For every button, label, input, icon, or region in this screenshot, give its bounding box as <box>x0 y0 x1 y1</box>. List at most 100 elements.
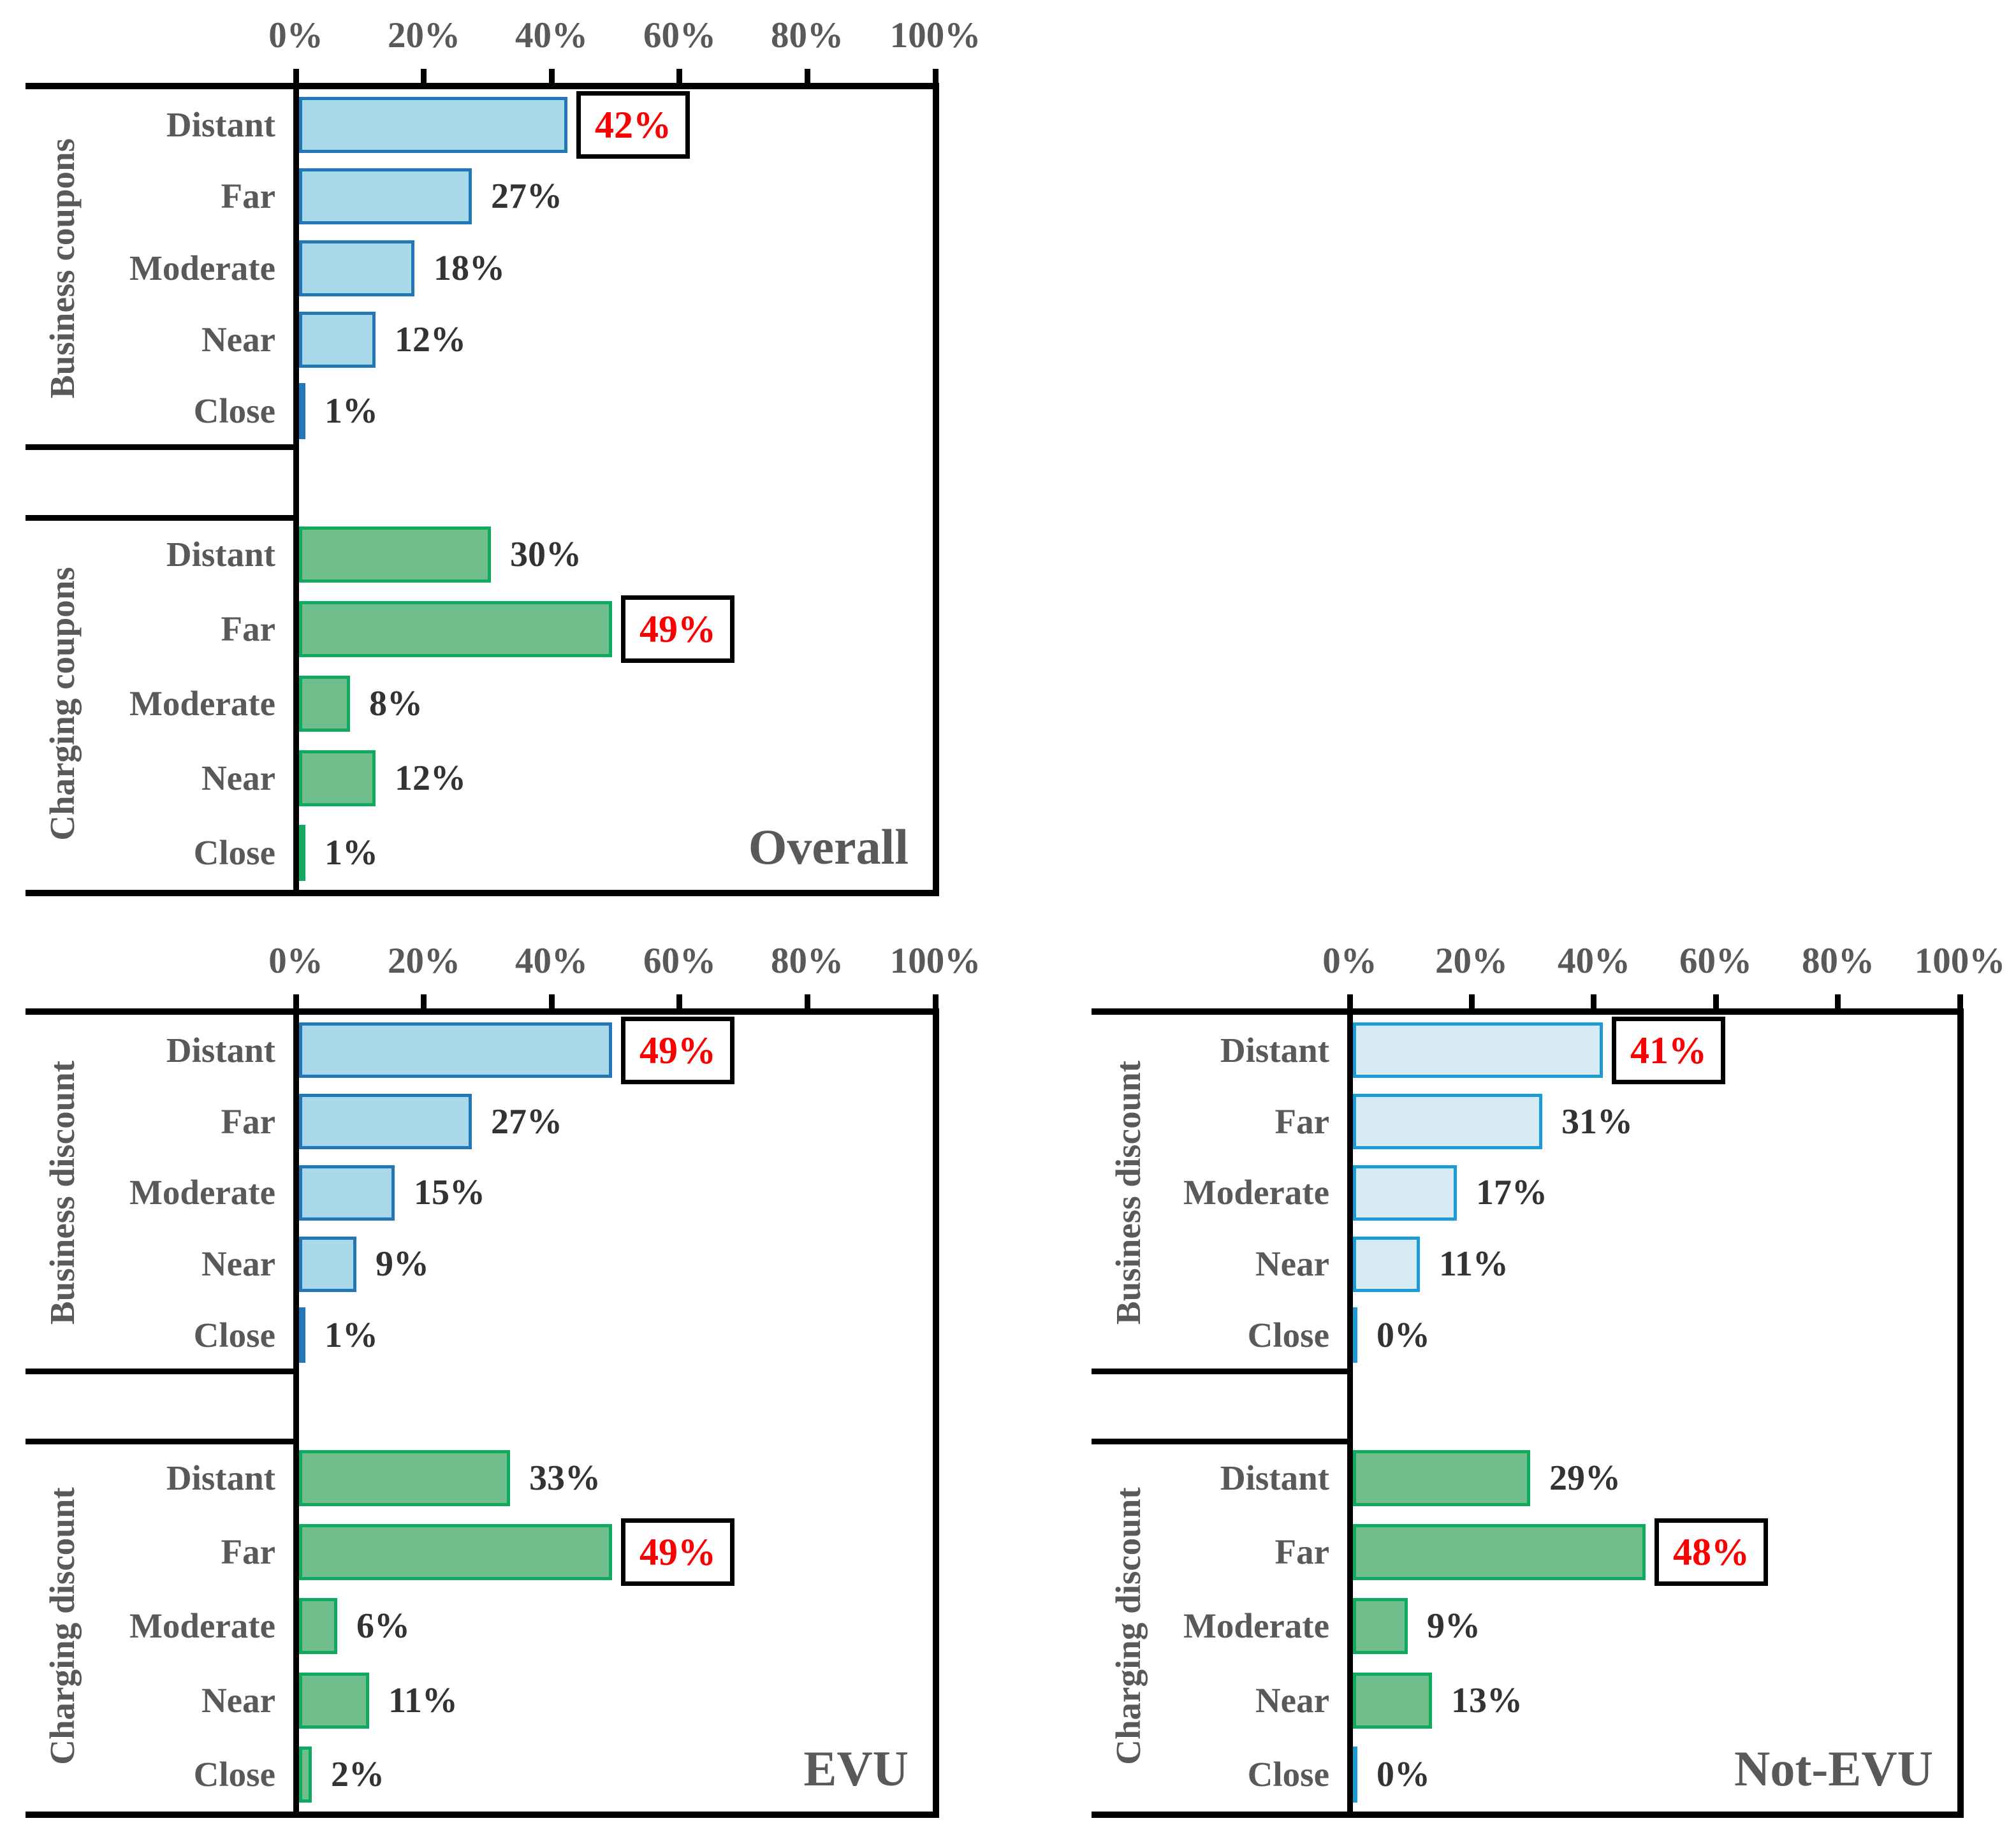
top-border <box>26 1008 939 1015</box>
category-label: Moderate <box>1183 1173 1329 1212</box>
x-axis-tick <box>1469 994 1475 1008</box>
highlighted-value-box: 49% <box>621 595 734 663</box>
x-axis-tick-label: 60% <box>1679 941 1752 981</box>
highlighted-value-box: 49% <box>621 1518 734 1586</box>
group-divider <box>26 1369 299 1374</box>
bar <box>1353 1022 1603 1078</box>
value-label: 31% <box>1561 1102 1633 1142</box>
category-label: Near <box>201 1681 275 1720</box>
x-axis-tick <box>805 69 810 83</box>
highlighted-value-box: 41% <box>1612 1017 1725 1084</box>
category-label: Close <box>1247 1755 1329 1794</box>
value-label: 9% <box>376 1244 429 1284</box>
category-label: Near <box>201 1244 275 1283</box>
group-divider <box>26 515 299 521</box>
category-label: Near <box>1255 1244 1329 1283</box>
x-axis-tick-label: 100% <box>1914 941 2006 981</box>
x-axis-tick <box>293 994 299 1008</box>
x-axis-tick <box>421 994 427 1008</box>
value-label: 17% <box>1476 1173 1547 1212</box>
value-label: 18% <box>434 249 505 288</box>
right-border <box>933 1008 939 1818</box>
value-label: 33% <box>529 1458 601 1498</box>
x-axis-tick-label: 20% <box>1435 941 1508 981</box>
x-axis-tick-label: 20% <box>388 941 460 981</box>
value-label: 15% <box>414 1173 485 1212</box>
bar <box>299 1094 472 1149</box>
bar <box>299 1673 369 1729</box>
x-axis-tick <box>293 69 299 83</box>
category-label: Distant <box>166 535 275 574</box>
x-axis-tick <box>1835 994 1841 1008</box>
panel-title: Overall <box>748 819 909 875</box>
category-label: Far <box>221 1102 275 1141</box>
category-label: Far <box>221 1532 275 1571</box>
category-label: Moderate <box>1183 1606 1329 1645</box>
value-label: 1% <box>325 1316 378 1355</box>
x-axis-tick <box>933 69 939 83</box>
x-axis-tick-label: 40% <box>1558 941 1630 981</box>
category-label: Distant <box>166 1031 275 1070</box>
value-label: 1% <box>325 833 378 873</box>
category-label: Distant <box>166 1458 275 1497</box>
highlighted-value-box: 48% <box>1654 1518 1768 1586</box>
value-label: 30% <box>510 535 581 574</box>
bar <box>299 676 350 732</box>
category-label: Far <box>1275 1102 1329 1141</box>
bar <box>299 601 612 657</box>
x-axis-tick-label: 60% <box>643 15 716 55</box>
value-label: 13% <box>1451 1681 1523 1720</box>
bar <box>1353 1524 1646 1580</box>
bar <box>1353 1307 1357 1363</box>
category-label: Moderate <box>129 684 275 723</box>
highlighted-value-box: 49% <box>621 1017 734 1084</box>
value-label: 2% <box>331 1755 384 1794</box>
bar <box>299 1598 337 1654</box>
bar <box>299 1165 395 1221</box>
bar <box>1353 1598 1408 1654</box>
value-label: 11% <box>1439 1244 1508 1284</box>
x-axis-tick <box>549 69 555 83</box>
x-axis-tick-label: 0% <box>268 15 323 55</box>
category-label: Far <box>1275 1532 1329 1571</box>
x-axis-tick-label: 40% <box>515 15 588 55</box>
x-axis-tick <box>676 994 682 1008</box>
group-divider <box>1092 1369 1353 1374</box>
value-label: 8% <box>369 684 423 723</box>
x-axis-tick-label: 80% <box>771 941 844 981</box>
bar <box>1353 1094 1542 1149</box>
x-axis-tick <box>676 69 682 83</box>
category-label: Moderate <box>129 249 275 287</box>
bar <box>1353 1450 1530 1506</box>
category-label: Moderate <box>129 1173 275 1212</box>
bar <box>299 1524 612 1580</box>
x-axis-tick-label: 100% <box>889 941 981 981</box>
bar <box>299 1747 312 1803</box>
bar <box>1353 1747 1357 1803</box>
category-label: Near <box>201 759 275 797</box>
bar <box>299 383 305 439</box>
bottom-border <box>1092 1812 1964 1818</box>
panel-title: EVU <box>803 1741 909 1796</box>
value-label: 12% <box>395 759 466 798</box>
bar <box>299 312 376 368</box>
x-axis-tick <box>549 994 555 1008</box>
value-label: 0% <box>1377 1755 1430 1794</box>
bar <box>299 825 305 881</box>
bottom-border <box>26 1812 939 1818</box>
category-label: Distant <box>1220 1458 1329 1497</box>
value-label: 27% <box>491 1102 562 1142</box>
x-axis-tick <box>1957 994 1963 1008</box>
panel-overall: 0% 20% 40% 60% 80% 100% Business coupons Distan… <box>26 6 981 896</box>
category-label: Close <box>193 1755 275 1794</box>
top-border <box>26 83 939 89</box>
category-label: Close <box>1247 1316 1329 1355</box>
x-axis-tick <box>1347 994 1353 1008</box>
top-border <box>1092 1008 1964 1015</box>
category-label: Distant <box>166 105 275 144</box>
group-divider <box>1092 1439 1353 1444</box>
x-axis-tick-label: 0% <box>1322 941 1377 981</box>
x-axis-tick-label: 0% <box>268 941 323 981</box>
panel-not-evu: 0% 20% 40% 60% 80% 100% Business discount Dista… <box>1092 932 2005 1818</box>
